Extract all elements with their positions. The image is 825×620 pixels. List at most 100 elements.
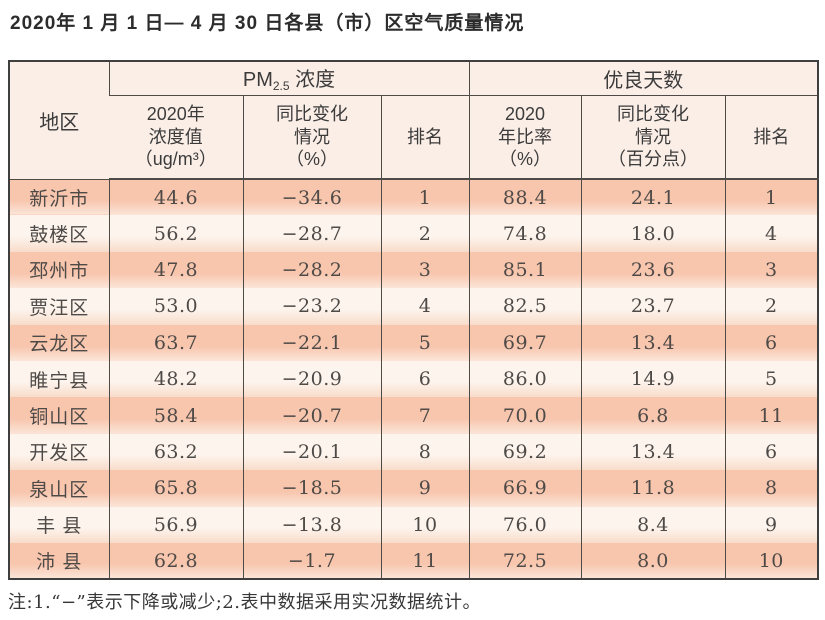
pm-change-cell: −20.7 [242, 397, 381, 434]
good-change-cell: 8.4 [580, 506, 726, 543]
pm-change-cell: −20.9 [242, 360, 381, 398]
good-rate-cell: 86.0 [468, 360, 582, 398]
column-header-good-change: 同比变化 情况 （百分点） [580, 95, 726, 180]
good-rate-cell: 76.0 [468, 506, 582, 543]
pm-change-cell: −28.7 [242, 215, 381, 252]
pm-value-cell: 56.2 [108, 215, 243, 252]
good-rate-cell: 72.5 [468, 542, 582, 580]
good-change-cell: 14.9 [580, 360, 726, 398]
good-change-cell: 18.0 [580, 215, 726, 252]
pm-value-cell: 56.9 [108, 506, 243, 543]
table-row: 铜山区 58.4 −20.7 7 70.0 6.8 11 [9, 397, 819, 434]
good-rank-cell: 10 [724, 542, 819, 580]
table-row: 睢宁县 48.2 −20.9 6 86.0 14.9 5 [9, 360, 819, 398]
pm-rank-cell: 11 [380, 542, 470, 580]
pm25-label-subscript: 2.5 [272, 79, 290, 94]
header-group-row: 地区 PM2.5 浓度 优良天数 [9, 61, 819, 180]
pm-value-cell: 48.2 [108, 360, 243, 398]
column-header-pm-rank: 排名 [380, 95, 470, 180]
good-rank-cell: 3 [724, 251, 819, 289]
column-header-good-rate: 2020 年比率 （%） [468, 95, 582, 180]
region-cell: 泉山区 [9, 470, 109, 507]
page-title: 2020年 1 月 1 日— 4 月 30 日各县（市）区空气质量情况 [10, 13, 525, 34]
pm-rank-cell: 3 [380, 251, 470, 289]
column-header-pm-change: 同比变化 情况 （%） [242, 95, 381, 180]
air-quality-table: 地区 PM2.5 浓度 优良天数 2020年 浓度值 （ug/m³） 同比变化 … [8, 60, 820, 581]
table-row: 丰 县 56.9 −13.8 10 76.0 8.4 9 [9, 506, 819, 543]
column-header-pm-value: 2020年 浓度值 （ug/m³） [109, 95, 243, 180]
good-rate-cell: 74.8 [468, 215, 582, 252]
pm-rank-cell: 5 [380, 324, 470, 361]
good-rank-cell: 9 [724, 506, 819, 543]
region-cell: 丰 县 [9, 506, 109, 543]
good-rate-cell: 85.1 [468, 251, 582, 289]
pm-rank-cell: 9 [380, 470, 470, 507]
good-rank-cell: 6 [724, 324, 819, 361]
good-rank-cell: 8 [724, 470, 819, 507]
pm-change-cell: −34.6 [242, 179, 381, 216]
table-row: 新沂市 44.6 −34.6 1 88.4 24.1 1 [9, 179, 819, 216]
good-change-cell: 11.8 [580, 470, 726, 507]
table-row: 鼓楼区 56.2 −28.7 2 74.8 18.0 4 [9, 215, 819, 252]
header-sub-row: 2020年 浓度值 （ug/m³） 同比变化 情况 （%） 排名 2020 年比… [9, 95, 819, 180]
pm-rank-cell: 6 [380, 360, 470, 398]
region-cell: 沛 县 [9, 542, 109, 580]
pm-change-cell: −1.7 [242, 542, 381, 580]
region-cell: 贾汪区 [9, 288, 109, 325]
table-row: 泉山区 65.8 −18.5 9 66.9 11.8 8 [9, 470, 819, 507]
good-change-cell: 13.4 [580, 324, 726, 361]
pm-value-cell: 63.2 [108, 433, 243, 471]
pm-value-cell: 62.8 [108, 542, 243, 580]
good-change-cell: 13.4 [580, 433, 726, 471]
good-rank-cell: 6 [724, 433, 819, 471]
good-change-cell: 24.1 [580, 179, 726, 216]
good-rate-cell: 88.4 [468, 179, 582, 216]
pm-rank-cell: 10 [380, 506, 470, 543]
pm-rank-cell: 7 [380, 397, 470, 434]
pm-value-cell: 44.6 [108, 179, 243, 216]
pm-value-cell: 65.8 [108, 470, 243, 507]
good-rank-cell: 5 [724, 360, 819, 398]
good-change-cell: 23.6 [580, 251, 726, 289]
region-cell: 云龙区 [9, 324, 109, 361]
footnote: 注:1.“−”表示下降或减少;2.表中数据采用实况数据统计。 [8, 592, 481, 613]
table-row: 贾汪区 53.0 −23.2 4 82.5 23.7 2 [9, 288, 819, 325]
good-change-cell: 8.0 [580, 542, 726, 580]
table-row: 开发区 63.2 −20.1 8 69.2 13.4 6 [9, 433, 819, 471]
column-group-good-days: 优良天数 [468, 61, 819, 96]
region-cell: 鼓楼区 [9, 215, 109, 252]
region-cell: 睢宁县 [9, 360, 109, 398]
good-rank-cell: 11 [724, 397, 819, 434]
pm-change-cell: −20.1 [242, 433, 381, 471]
good-rate-cell: 69.7 [468, 324, 582, 361]
good-rank-cell: 2 [724, 288, 819, 325]
pm-rank-cell: 2 [380, 215, 470, 252]
pm25-label-suffix: 浓度 [289, 69, 336, 92]
good-rate-cell: 66.9 [468, 470, 582, 507]
table-row: 沛 县 62.8 −1.7 11 72.5 8.0 10 [9, 542, 819, 580]
good-rank-cell: 1 [724, 179, 819, 216]
pm-change-cell: −22.1 [242, 324, 381, 361]
region-cell: 铜山区 [9, 397, 109, 434]
good-change-cell: 6.8 [580, 397, 726, 434]
pm-change-cell: −18.5 [242, 470, 381, 507]
good-rate-cell: 69.2 [468, 433, 582, 471]
pm25-label-prefix: PM [242, 69, 273, 92]
pm-change-cell: −23.2 [242, 288, 381, 325]
column-header-region: 地区 [9, 61, 109, 180]
table-row: 邳州市 47.8 −28.2 3 85.1 23.6 3 [9, 251, 819, 289]
pm-change-cell: −28.2 [242, 251, 381, 289]
pm-rank-cell: 1 [380, 179, 470, 216]
pm-value-cell: 63.7 [108, 324, 243, 361]
pm-value-cell: 53.0 [108, 288, 243, 325]
region-cell: 开发区 [9, 433, 109, 471]
pm-value-cell: 58.4 [108, 397, 243, 434]
table-row: 云龙区 63.7 −22.1 5 69.7 13.4 6 [9, 324, 819, 361]
pm-rank-cell: 8 [380, 433, 470, 471]
region-cell: 新沂市 [9, 179, 109, 216]
pm-value-cell: 47.8 [108, 251, 243, 289]
good-rank-cell: 4 [724, 215, 819, 252]
good-rate-cell: 82.5 [468, 288, 582, 325]
column-header-good-rank: 排名 [724, 95, 819, 180]
pm-rank-cell: 4 [380, 288, 470, 325]
